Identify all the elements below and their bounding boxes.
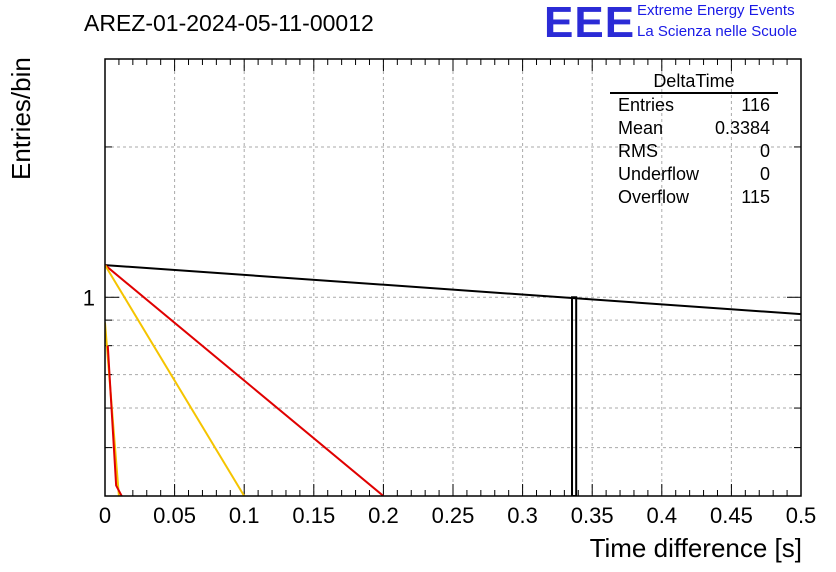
stats-row-mean: Mean 0.3384: [610, 117, 778, 140]
x-tick-label: 0.05: [153, 503, 196, 528]
logo-line-2: La Scienza nelle Scuole: [637, 23, 798, 40]
stats-label: Overflow: [618, 187, 690, 207]
stats-value: 116: [741, 95, 770, 115]
x-tick-label: 0.2: [368, 503, 399, 528]
stats-rows: Entries 116 Mean 0.3384 RMS 0 Underflow 0 Overfl…: [610, 94, 778, 209]
x-tick-label: 0.15: [292, 503, 335, 528]
x-axis-label: Time difference [s]: [589, 533, 802, 563]
logo-line-1: Extreme Energy Events: [637, 2, 795, 19]
x-tick-label: 0.35: [571, 503, 614, 528]
x-tick-label: 0.3: [507, 503, 538, 528]
stats-name: DeltaTime: [610, 70, 778, 94]
stats-row-underflow: Underflow 0: [610, 163, 778, 186]
stats-label: Underflow: [618, 164, 700, 184]
x-tick-label: 0.4: [647, 503, 678, 528]
fit-curve-1: [105, 264, 801, 316]
stats-value: 115: [741, 187, 770, 207]
fit-curve-2: [105, 264, 385, 496]
stats-label: Entries: [618, 95, 675, 115]
stats-label: Mean: [618, 118, 664, 138]
eee-logo: EEE: [544, 0, 636, 47]
fit-curve-3: [105, 264, 246, 496]
x-tick-label: 0.1: [229, 503, 260, 528]
plot-frame: [104, 58, 802, 497]
stats-value: 0: [759, 164, 770, 184]
stats-label: RMS: [618, 141, 658, 161]
stats-row-rms: RMS 0: [610, 140, 778, 163]
stats-row-overflow: Overflow 115: [610, 186, 778, 209]
fit-curve-5: [106, 345, 123, 496]
x-tick-label: 0.5: [786, 503, 817, 528]
run-title: AREZ-01-2024-05-11-00012: [84, 10, 374, 36]
x-tick-label: 0.45: [710, 503, 753, 528]
y-tick-label: 1: [83, 285, 95, 310]
x-tick-label: 0.25: [432, 503, 475, 528]
stats-value: 0: [759, 141, 770, 161]
stats-row-entries: Entries 116: [610, 94, 778, 117]
histogram-bin: [571, 296, 578, 496]
stats-box: DeltaTime Entries 116 Mean 0.3384 RMS 0 Underf…: [610, 70, 778, 209]
stats-value: 0.3384: [714, 118, 770, 138]
plot-area: [105, 264, 801, 496]
x-tick-label: 0: [99, 503, 111, 528]
